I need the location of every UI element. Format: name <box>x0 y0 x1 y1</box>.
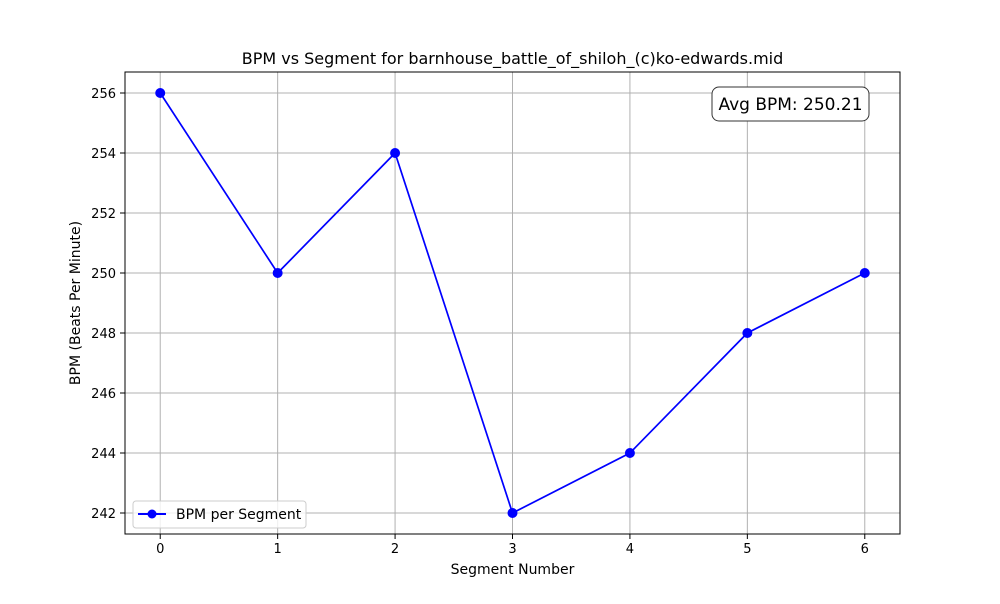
data-point <box>742 328 753 338</box>
data-point <box>859 268 870 278</box>
legend-label: BPM per Segment <box>176 507 302 523</box>
data-point <box>155 88 166 98</box>
avg-bpm-box <box>711 86 870 122</box>
legend-marker-sample <box>147 509 157 519</box>
legend-box <box>132 500 307 529</box>
x-tick-label: 2 <box>391 542 399 557</box>
x-tick-label: 0 <box>156 542 164 557</box>
y-tick-label: 254 <box>91 147 116 162</box>
y-axis-label: BPM (Beats Per Minute) <box>68 221 84 385</box>
x-tick-label: 3 <box>508 542 516 557</box>
y-tick-label: 244 <box>91 447 116 462</box>
data-point <box>624 448 635 458</box>
chart-title: BPM vs Segment for barnhouse_battle_of_s… <box>242 49 784 69</box>
y-tick-label: 250 <box>91 267 116 282</box>
data-point <box>507 508 518 518</box>
avg-bpm-text: Avg BPM: 250.21 <box>718 95 862 115</box>
x-tick-label: 6 <box>861 542 869 557</box>
data-point <box>390 148 401 158</box>
x-tick-label: 4 <box>626 542 634 557</box>
x-tick-label: 1 <box>274 542 282 557</box>
x-tick-label: 5 <box>743 542 751 557</box>
y-tick-label: 248 <box>91 327 116 342</box>
x-axis-label: Segment Number <box>451 562 575 578</box>
y-tick-label: 246 <box>91 387 116 402</box>
legend: BPM per Segment <box>132 500 307 529</box>
y-tick-label: 242 <box>91 507 116 522</box>
y-tick-label: 252 <box>91 207 116 222</box>
y-axis-ticks: 242 244 246 248 250 252 254 256 <box>91 87 125 522</box>
y-tick-label: 256 <box>91 87 116 102</box>
avg-bpm-annotation: Avg BPM: 250.21 <box>711 86 870 122</box>
series-layer <box>155 88 870 518</box>
x-axis-ticks: 0 1 2 3 4 5 6 <box>156 534 869 557</box>
data-point <box>272 268 283 278</box>
